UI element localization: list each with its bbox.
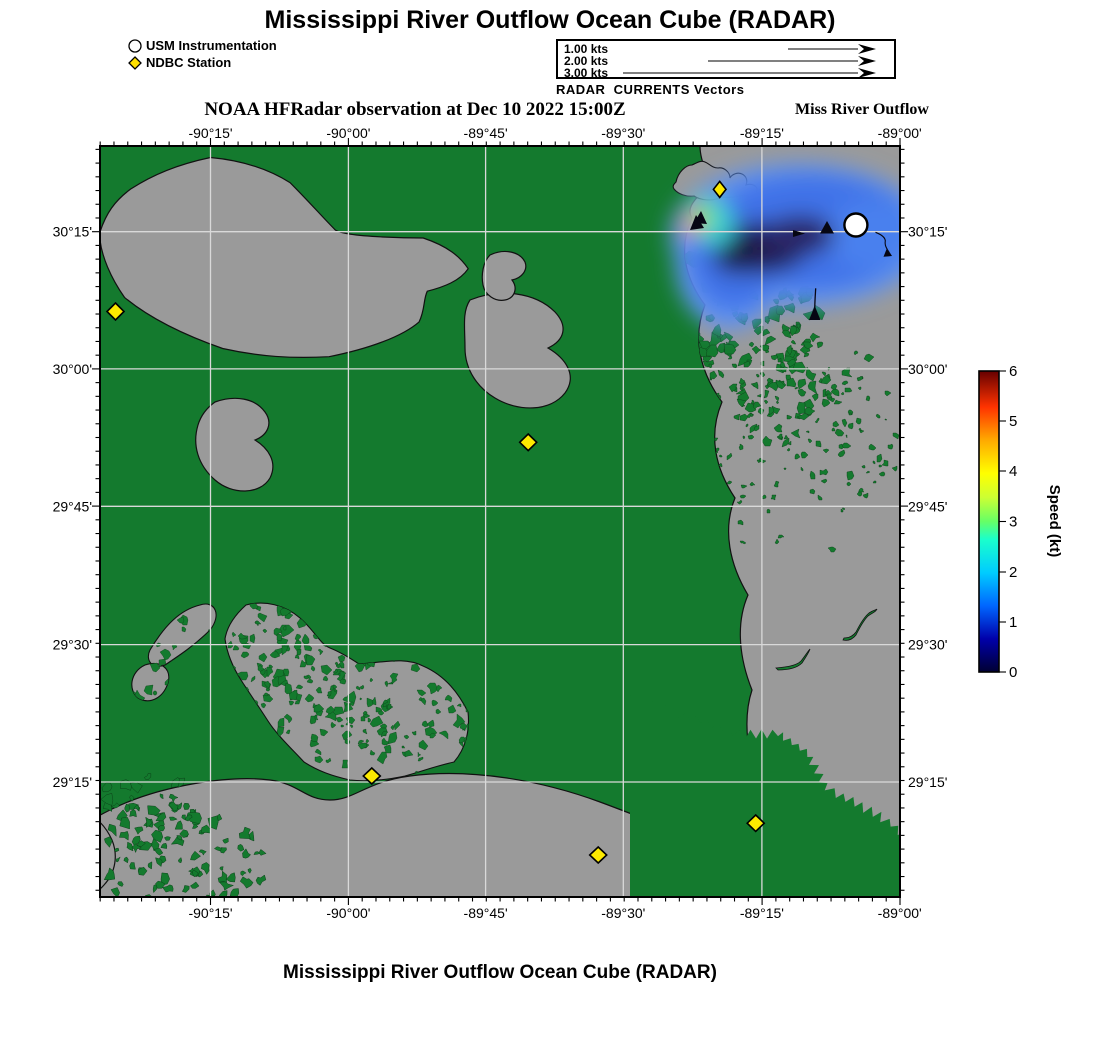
svg-text:0: 0 [1009,664,1017,681]
svg-text:5: 5 [1009,413,1017,430]
svg-text:4: 4 [1009,463,1017,480]
svg-text:6: 6 [1009,363,1017,380]
svg-text:Speed (kt): Speed (kt) [1046,485,1063,558]
svg-text:2: 2 [1009,564,1017,581]
svg-text:1: 1 [1009,614,1017,631]
svg-text:3: 3 [1009,514,1017,531]
